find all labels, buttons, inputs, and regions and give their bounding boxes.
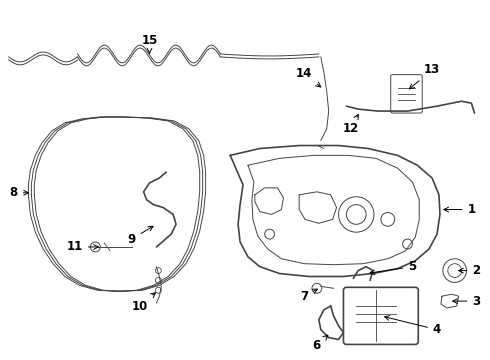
Text: 13: 13 <box>410 63 440 89</box>
Text: 6: 6 <box>313 335 328 352</box>
Text: 5: 5 <box>370 260 416 275</box>
Text: 12: 12 <box>342 114 359 135</box>
Text: 3: 3 <box>453 294 480 307</box>
Text: 7: 7 <box>300 289 318 303</box>
Text: 8: 8 <box>9 186 28 199</box>
Text: 11: 11 <box>67 240 98 253</box>
Text: 4: 4 <box>385 316 441 336</box>
Text: 2: 2 <box>459 264 480 277</box>
Text: 1: 1 <box>444 203 475 216</box>
Text: 9: 9 <box>128 226 153 246</box>
Text: 10: 10 <box>131 293 155 312</box>
Text: 15: 15 <box>141 34 158 53</box>
Text: 14: 14 <box>296 67 321 87</box>
